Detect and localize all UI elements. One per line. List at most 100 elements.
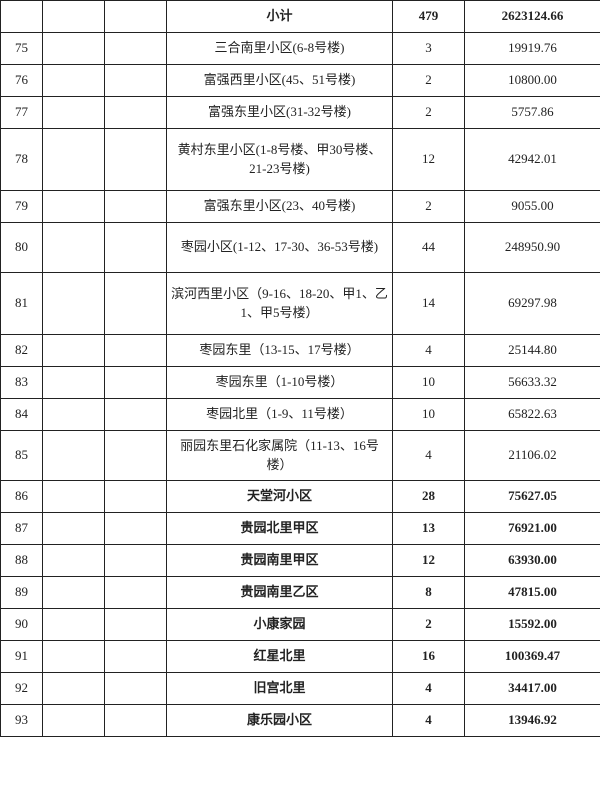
cell-amount: 47815.00 <box>465 577 600 609</box>
cell-amount: 75627.05 <box>465 481 600 513</box>
cell-col2 <box>43 431 105 481</box>
cell-name: 丽园东里石化家属院（11-13、16号楼） <box>167 431 393 481</box>
cell-qty: 3 <box>393 33 465 65</box>
cell-col3 <box>105 367 167 399</box>
cell-col3 <box>105 513 167 545</box>
cell-name: 枣园东里（1-10号楼） <box>167 367 393 399</box>
cell-amount: 2623124.66 <box>465 1 600 33</box>
cell-col3 <box>105 545 167 577</box>
cell-qty: 16 <box>393 641 465 673</box>
cell-name: 富强东里小区(31-32号楼) <box>167 97 393 129</box>
cell-name: 枣园小区(1-12、17-30、36-53号楼) <box>167 223 393 273</box>
cell-no: 89 <box>1 577 43 609</box>
cell-no: 78 <box>1 129 43 191</box>
cell-no: 82 <box>1 335 43 367</box>
cell-no: 77 <box>1 97 43 129</box>
cell-col2 <box>43 97 105 129</box>
cell-name: 三合南里小区(6-8号楼) <box>167 33 393 65</box>
cell-no: 76 <box>1 65 43 97</box>
table-row: 77 富强东里小区(31-32号楼)25757.86 <box>1 97 600 129</box>
table-row: 82枣园东里（13-15、17号楼）425144.80 <box>1 335 600 367</box>
cell-qty: 13 <box>393 513 465 545</box>
cell-name: 红星北里 <box>167 641 393 673</box>
cell-col2 <box>43 577 105 609</box>
cell-col2 <box>43 65 105 97</box>
cell-qty: 28 <box>393 481 465 513</box>
cell-no: 88 <box>1 545 43 577</box>
cell-amount: 42942.01 <box>465 129 600 191</box>
cell-amount: 76921.00 <box>465 513 600 545</box>
cell-name: 贵园南里甲区 <box>167 545 393 577</box>
cell-qty: 479 <box>393 1 465 33</box>
cell-qty: 2 <box>393 65 465 97</box>
cell-name: 旧宫北里 <box>167 673 393 705</box>
cell-qty: 8 <box>393 577 465 609</box>
cell-qty: 12 <box>393 545 465 577</box>
cell-col2 <box>43 641 105 673</box>
table-row: 92 旧宫北里434417.00 <box>1 673 600 705</box>
table-row: 88 贵园南里甲区1263930.00 <box>1 545 600 577</box>
cell-qty: 2 <box>393 97 465 129</box>
cell-amount: 63930.00 <box>465 545 600 577</box>
cell-col2 <box>43 367 105 399</box>
cell-col3 <box>105 273 167 335</box>
cell-amount: 25144.80 <box>465 335 600 367</box>
cell-name: 小康家园 <box>167 609 393 641</box>
cell-no: 83 <box>1 367 43 399</box>
cell-amount: 69297.98 <box>465 273 600 335</box>
cell-qty: 10 <box>393 399 465 431</box>
table-row: 91红星北里16100369.47 <box>1 641 600 673</box>
table-row: 75 三合南里小区(6-8号楼)319919.76 <box>1 33 600 65</box>
cell-name: 滨河西里小区（9-16、18-20、甲1、乙1、甲5号楼） <box>167 273 393 335</box>
cell-col3 <box>105 705 167 737</box>
cell-col2 <box>43 33 105 65</box>
cell-name: 富强东里小区(23、40号楼) <box>167 191 393 223</box>
cell-no: 75 <box>1 33 43 65</box>
cell-amount: 5757.86 <box>465 97 600 129</box>
cell-amount: 21106.02 <box>465 431 600 481</box>
cell-amount: 100369.47 <box>465 641 600 673</box>
table-row: 90小康家园215592.00 <box>1 609 600 641</box>
cell-name: 富强西里小区(45、51号楼) <box>167 65 393 97</box>
cell-col3 <box>105 673 167 705</box>
cell-col3 <box>105 431 167 481</box>
cell-col3 <box>105 129 167 191</box>
cell-name: 小计 <box>167 1 393 33</box>
cell-qty: 4 <box>393 335 465 367</box>
cell-col2 <box>43 705 105 737</box>
cell-col2 <box>43 223 105 273</box>
cell-col2 <box>43 335 105 367</box>
cell-amount: 19919.76 <box>465 33 600 65</box>
cell-col3 <box>105 641 167 673</box>
table-row: 86天堂河小区2875627.05 <box>1 481 600 513</box>
cell-amount: 10800.00 <box>465 65 600 97</box>
table-row: 83 枣园东里（1-10号楼）1056633.32 <box>1 367 600 399</box>
table-row: 78黄村东里小区(1-8号楼、甲30号楼、21-23号楼)1242942.01 <box>1 129 600 191</box>
cell-amount: 248950.90 <box>465 223 600 273</box>
cell-amount: 56633.32 <box>465 367 600 399</box>
cell-qty: 4 <box>393 431 465 481</box>
cell-amount: 34417.00 <box>465 673 600 705</box>
cell-qty: 14 <box>393 273 465 335</box>
cell-qty: 4 <box>393 705 465 737</box>
cell-no: 84 <box>1 399 43 431</box>
cell-no: 86 <box>1 481 43 513</box>
table-body: 小计4792623124.6675三合南里小区(6-8号楼)319919.767… <box>1 1 600 737</box>
cell-col3 <box>105 1 167 33</box>
table-row: 87贵园北里甲区1376921.00 <box>1 513 600 545</box>
cell-col2 <box>43 129 105 191</box>
cell-col2 <box>43 1 105 33</box>
table-row: 85丽园东里石化家属院（11-13、16号楼）421106.02 <box>1 431 600 481</box>
cell-no <box>1 1 43 33</box>
cell-name: 贵园南里乙区 <box>167 577 393 609</box>
cell-qty: 4 <box>393 673 465 705</box>
cell-qty: 10 <box>393 367 465 399</box>
cell-qty: 44 <box>393 223 465 273</box>
table-row: 89 贵园南里乙区847815.00 <box>1 577 600 609</box>
cell-no: 92 <box>1 673 43 705</box>
cell-col2 <box>43 399 105 431</box>
cell-col2 <box>43 609 105 641</box>
cell-no: 90 <box>1 609 43 641</box>
cell-col2 <box>43 513 105 545</box>
cell-col3 <box>105 33 167 65</box>
